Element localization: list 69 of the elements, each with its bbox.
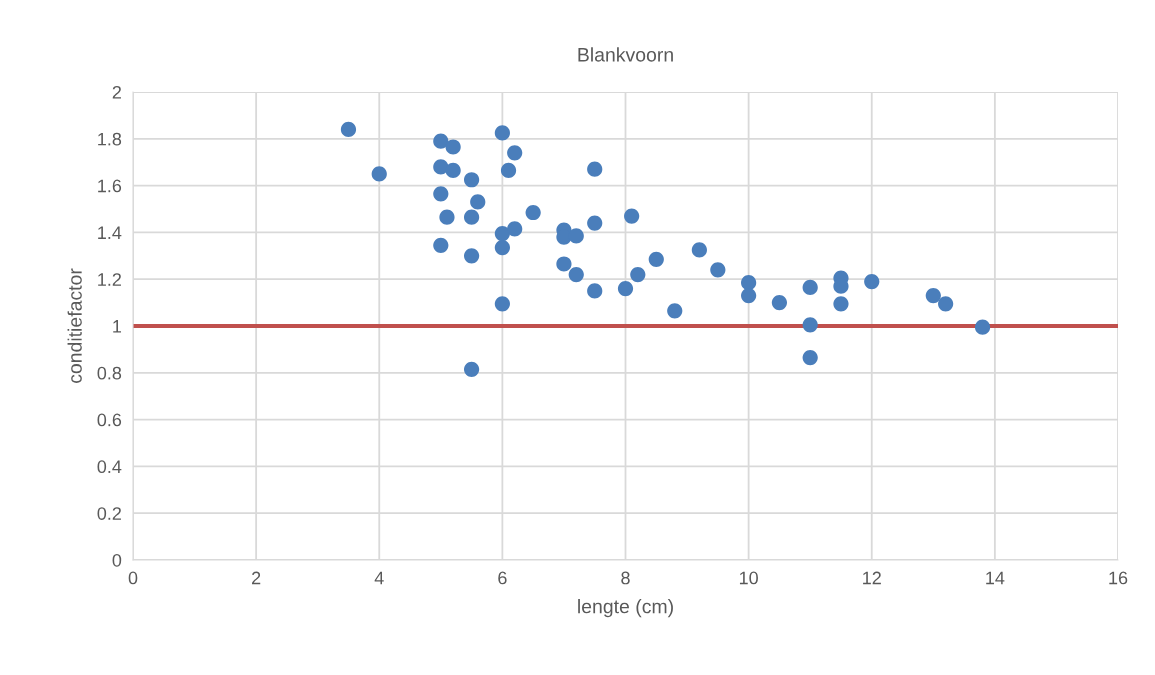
point bbox=[470, 194, 486, 210]
point bbox=[433, 159, 449, 175]
point bbox=[802, 317, 818, 333]
point bbox=[463, 172, 480, 188]
point bbox=[439, 209, 455, 225]
point bbox=[624, 208, 640, 224]
y-tick-label: 0 bbox=[112, 553, 122, 567]
point bbox=[494, 125, 510, 141]
point bbox=[802, 279, 818, 295]
point bbox=[433, 186, 449, 202]
point bbox=[587, 283, 603, 299]
x-tick-label: 8 bbox=[621, 571, 630, 585]
y-tick-label: 1.8 bbox=[98, 132, 122, 146]
point bbox=[938, 296, 954, 312]
point bbox=[525, 204, 541, 221]
x-tick-label: 2 bbox=[252, 571, 261, 585]
y-tick-label: 0.2 bbox=[97, 507, 121, 520]
point bbox=[445, 162, 461, 178]
x-tick-label: 0 bbox=[128, 571, 138, 585]
point bbox=[494, 296, 510, 312]
point bbox=[587, 161, 603, 177]
y-tick-label: 1.6 bbox=[98, 179, 122, 193]
point bbox=[630, 266, 646, 283]
point bbox=[500, 162, 517, 178]
point bbox=[445, 139, 461, 155]
point bbox=[494, 240, 510, 256]
point bbox=[463, 209, 480, 225]
point bbox=[433, 237, 449, 253]
point bbox=[556, 256, 572, 272]
point bbox=[691, 242, 707, 258]
y-tick-label: 1.4 bbox=[98, 226, 122, 239]
point bbox=[741, 287, 757, 304]
x-axis-title: lengte (cm) bbox=[578, 599, 673, 618]
chart-title: Blankvoorn bbox=[578, 47, 673, 62]
x-tick-label: 12 bbox=[863, 571, 881, 585]
point bbox=[864, 273, 880, 290]
point bbox=[494, 225, 510, 242]
point bbox=[974, 319, 991, 335]
point bbox=[371, 166, 387, 182]
y-tick-label: 1.2 bbox=[98, 273, 121, 286]
point bbox=[507, 145, 523, 161]
point bbox=[802, 349, 818, 366]
y-tick-label: 2 bbox=[112, 85, 121, 99]
point bbox=[433, 133, 449, 149]
y-tick-label: 1 bbox=[113, 320, 122, 333]
point bbox=[667, 303, 683, 319]
x-tick-label: 6 bbox=[498, 571, 507, 585]
point bbox=[771, 294, 788, 311]
x-tick-label: 16 bbox=[1109, 571, 1128, 585]
point bbox=[741, 275, 757, 291]
point bbox=[463, 248, 480, 264]
point bbox=[833, 296, 849, 312]
point bbox=[340, 121, 357, 138]
point bbox=[507, 221, 523, 237]
x-tick-label: 14 bbox=[986, 571, 1005, 585]
point bbox=[568, 228, 584, 244]
y-axis-title: conditiefactor bbox=[67, 268, 82, 383]
y-tick-label: 0.4 bbox=[97, 460, 122, 474]
point bbox=[587, 215, 603, 231]
point bbox=[710, 262, 726, 278]
point bbox=[463, 361, 480, 377]
point bbox=[617, 280, 634, 297]
y-tick-label: 0.8 bbox=[97, 366, 122, 380]
y-tick-label: 0.6 bbox=[97, 413, 122, 427]
point bbox=[648, 251, 664, 267]
x-tick-label: 10 bbox=[739, 571, 758, 585]
point bbox=[925, 287, 941, 304]
x-tick-label: 4 bbox=[374, 571, 384, 585]
point bbox=[568, 266, 584, 283]
